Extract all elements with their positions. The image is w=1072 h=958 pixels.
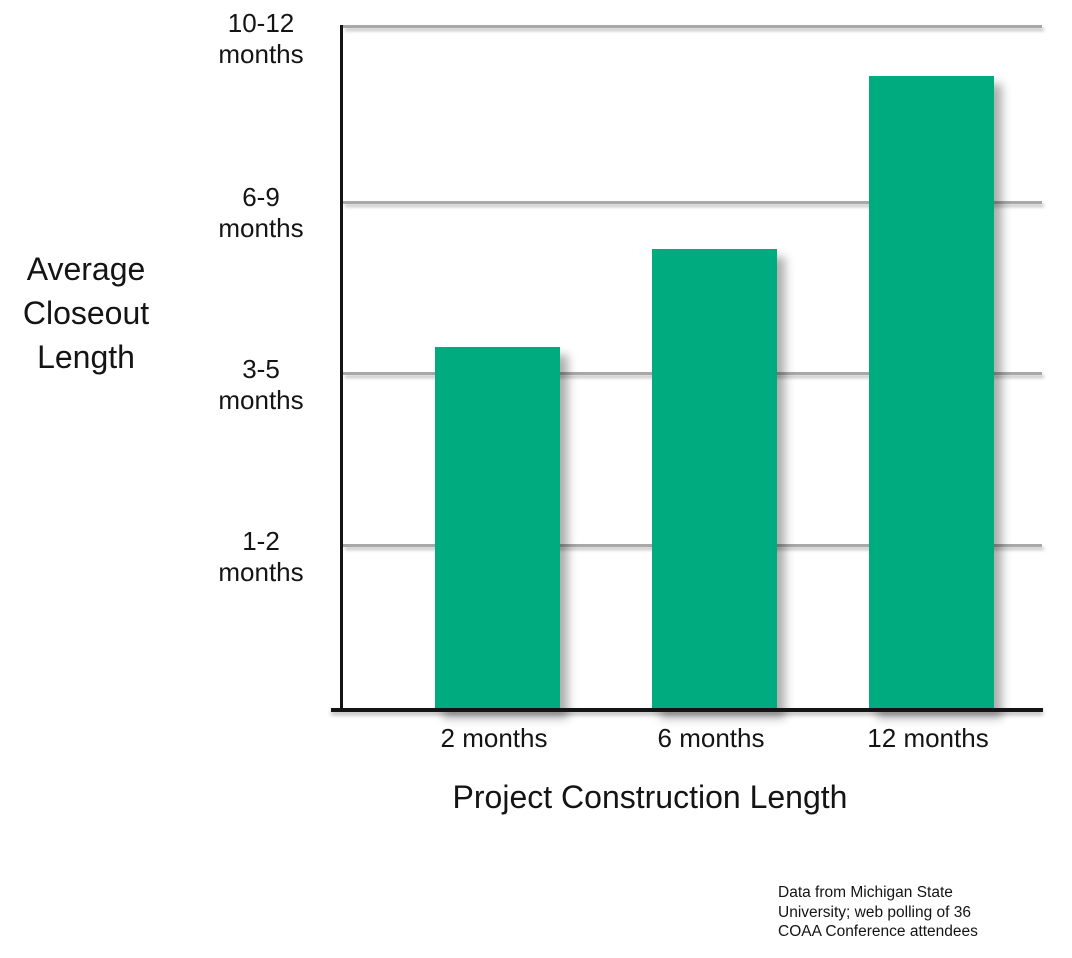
x-tick-label-6-months: 6 months: [657, 723, 765, 753]
x-tick-label-2-months: 2 months: [440, 723, 548, 753]
x-tick-label-12-months: 12 months: [867, 723, 989, 753]
plot-area: [340, 25, 1042, 710]
y-axis-title: Average Closeout Length: [22, 251, 150, 375]
x-axis-title: Project Construction Length: [452, 779, 848, 815]
bar-6-months: [652, 249, 777, 710]
y-tick-label-3-5-months: 3-5 months: [218, 354, 304, 415]
gridline-10-12-months: [343, 25, 1042, 28]
gridline-6-9-months: [343, 201, 1042, 204]
x-axis-line: [331, 708, 1043, 712]
y-tick-label-6-9-months: 6-9 months: [218, 182, 304, 243]
bar-12-months: [869, 76, 994, 710]
y-tick-label-1-2-months: 1-2 months: [218, 526, 304, 587]
bar-2-months: [435, 346, 560, 710]
source-note: Data from Michigan State University; web…: [778, 884, 978, 940]
y-tick-label-10-12-months: 10-12 months: [218, 8, 304, 69]
